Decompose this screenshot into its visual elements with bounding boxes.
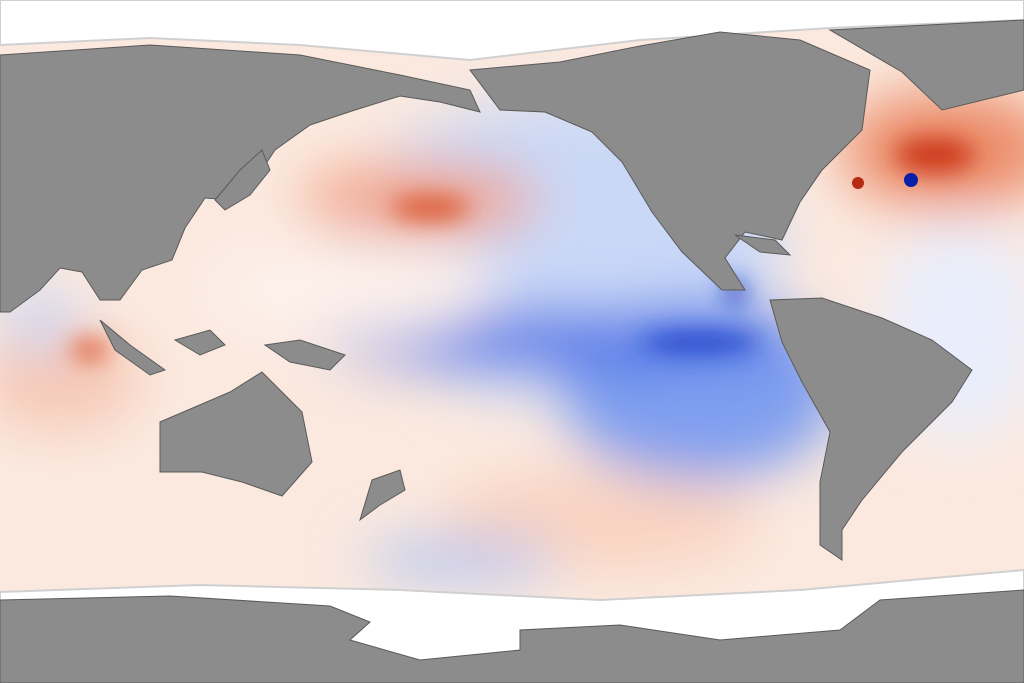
island <box>173 329 226 356</box>
continent <box>0 589 1024 683</box>
island <box>263 339 346 371</box>
island <box>359 469 406 522</box>
continent <box>769 297 973 561</box>
warm-core <box>70 338 110 362</box>
cool-region <box>360 540 560 580</box>
cool-spot <box>904 173 918 187</box>
anomaly-detail <box>70 137 975 362</box>
cool-core <box>640 332 760 352</box>
warm-spot <box>852 177 864 189</box>
neutral-region <box>200 240 500 340</box>
continent <box>159 371 313 497</box>
sea-ice <box>0 0 1024 62</box>
warm-core <box>390 196 470 220</box>
continent <box>469 31 871 291</box>
island <box>734 234 792 256</box>
island <box>828 19 1024 111</box>
warm-core <box>895 137 975 173</box>
island <box>99 319 167 376</box>
island <box>214 149 271 211</box>
